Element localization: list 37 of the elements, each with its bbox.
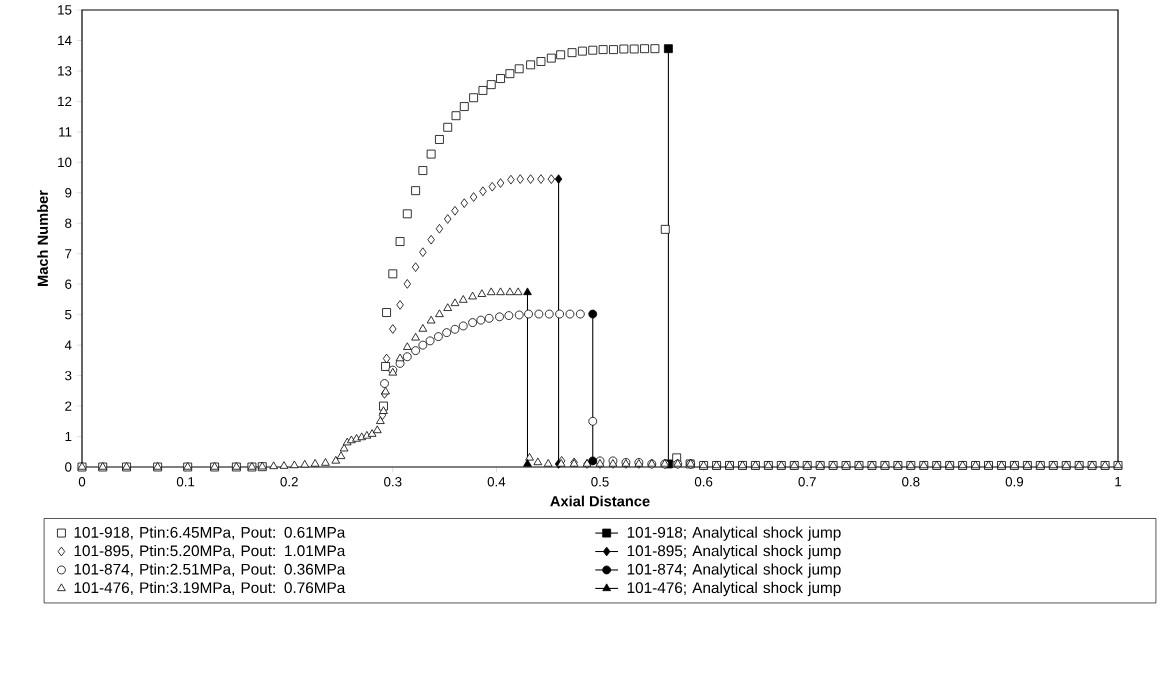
y-axis-title: Mach Number: [37, 190, 48, 287]
x-tick-label: 0.6: [694, 477, 713, 487]
y-tick-label: 9: [65, 188, 72, 198]
y-tick-label: 5: [65, 310, 72, 320]
y-tick-label: 3: [65, 370, 72, 381]
y-tick-label: 2: [65, 401, 72, 411]
legend-label: 101-918; Analytical shock jump: [627, 526, 841, 541]
legend-label: 101-476, Ptin:3.19MPa, Pout: 0.76MPa: [74, 581, 346, 595]
x-tick-label: 0.5: [591, 477, 609, 487]
x-tick-label: 0.2: [280, 477, 298, 487]
x-tick-label: 0.1: [176, 477, 195, 487]
y-tick-label: 13: [58, 66, 72, 76]
y-tick-label: 8: [65, 218, 72, 228]
legend-label: 101-895; Analytical shock jump: [627, 544, 841, 560]
x-tick-label: 0: [78, 477, 86, 487]
y-tick-label: 14: [58, 35, 72, 46]
x-tick-label: 0.4: [487, 477, 506, 487]
y-tick-label: 0: [65, 462, 72, 472]
x-tick-label: 0.7: [798, 477, 816, 487]
x-tick-label: 0.8: [902, 477, 920, 487]
legend-label: 101-874, Ptin:2.51MPa, Pout: 0.36MPa: [74, 563, 346, 577]
legend-label: 101-918, Ptin:6.45MPa, Pout: 0.61MPa: [74, 526, 346, 540]
y-tick-label: 1: [65, 431, 72, 442]
y-tick-label: 7: [65, 249, 72, 259]
x-tick-label: 0.9: [1005, 477, 1024, 487]
legend-label: 101-874; Analytical shock jump: [627, 563, 841, 578]
x-axis-title: Axial Distance: [550, 495, 650, 507]
y-tick-label: 6: [65, 279, 72, 289]
y-tick-label: 10: [58, 157, 72, 168]
legend-label: 101-476; Analytical shock jump: [627, 581, 841, 597]
y-tick-label: 4: [64, 340, 72, 350]
y-tick-label: 11: [59, 127, 72, 137]
x-tick-label: 1: [1115, 477, 1122, 487]
x-tick-label: 0.3: [384, 477, 402, 487]
legend-label: 101-895, Ptin:5.20MPa, Pout: 1.01MPa: [74, 544, 346, 559]
y-tick-label: 15: [58, 5, 72, 15]
y-tick-label: 12: [58, 96, 72, 107]
